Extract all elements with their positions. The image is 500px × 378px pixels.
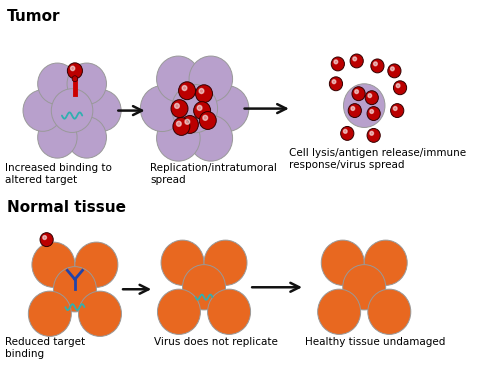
Circle shape	[388, 64, 401, 78]
Circle shape	[156, 115, 200, 161]
Circle shape	[32, 242, 75, 287]
Circle shape	[67, 117, 106, 158]
Circle shape	[394, 107, 397, 110]
Circle shape	[70, 66, 74, 71]
Circle shape	[332, 80, 336, 84]
Circle shape	[368, 289, 411, 335]
Text: Cell lysis/antigen release/immune
response/virus spread: Cell lysis/antigen release/immune respon…	[289, 148, 466, 170]
Circle shape	[351, 107, 354, 110]
Circle shape	[200, 112, 216, 129]
Circle shape	[365, 91, 378, 105]
Circle shape	[350, 54, 364, 68]
Circle shape	[340, 127, 354, 140]
Circle shape	[368, 94, 372, 98]
Circle shape	[182, 85, 187, 91]
Circle shape	[82, 90, 121, 131]
Circle shape	[52, 89, 93, 132]
Circle shape	[342, 265, 386, 310]
Circle shape	[140, 86, 184, 132]
Circle shape	[174, 104, 180, 108]
Circle shape	[199, 88, 204, 93]
Text: Increased binding to
altered target: Increased binding to altered target	[5, 163, 112, 185]
Circle shape	[371, 59, 384, 73]
Circle shape	[156, 56, 200, 102]
Text: Replication/intratumoral
spread: Replication/intratumoral spread	[150, 163, 277, 185]
Circle shape	[331, 57, 344, 71]
Circle shape	[206, 86, 249, 132]
Circle shape	[67, 63, 106, 105]
Circle shape	[171, 100, 188, 118]
Circle shape	[330, 77, 342, 91]
Circle shape	[172, 84, 218, 133]
Circle shape	[348, 104, 362, 118]
Circle shape	[23, 90, 62, 131]
Circle shape	[367, 129, 380, 143]
Circle shape	[189, 115, 232, 161]
Circle shape	[396, 84, 400, 88]
Circle shape	[318, 289, 360, 335]
Circle shape	[173, 118, 190, 135]
Circle shape	[182, 116, 198, 133]
Circle shape	[370, 110, 374, 113]
Circle shape	[353, 57, 356, 61]
Circle shape	[38, 63, 77, 105]
Circle shape	[38, 117, 77, 158]
Circle shape	[367, 107, 380, 121]
Text: Reduced target
binding: Reduced target binding	[5, 337, 86, 358]
Circle shape	[194, 102, 210, 119]
Circle shape	[204, 240, 247, 285]
Circle shape	[158, 289, 200, 335]
Circle shape	[203, 115, 207, 120]
Circle shape	[352, 87, 365, 101]
Circle shape	[189, 56, 232, 102]
Text: Normal tissue: Normal tissue	[7, 200, 126, 215]
Circle shape	[370, 132, 374, 135]
Circle shape	[178, 82, 196, 100]
Circle shape	[185, 119, 190, 124]
Circle shape	[68, 63, 82, 79]
Circle shape	[322, 240, 364, 285]
Circle shape	[196, 85, 212, 103]
Circle shape	[28, 291, 72, 336]
Circle shape	[208, 289, 250, 335]
Circle shape	[72, 76, 78, 82]
Circle shape	[161, 240, 204, 285]
Circle shape	[364, 240, 407, 285]
Circle shape	[344, 129, 347, 133]
Circle shape	[43, 235, 46, 240]
Circle shape	[374, 62, 378, 66]
Text: Healthy tissue undamaged: Healthy tissue undamaged	[305, 337, 445, 347]
Text: Tumor: Tumor	[7, 9, 60, 24]
Circle shape	[354, 90, 358, 94]
Circle shape	[197, 105, 202, 110]
Circle shape	[334, 60, 338, 64]
Circle shape	[54, 266, 96, 312]
Circle shape	[394, 81, 406, 95]
Circle shape	[40, 233, 53, 246]
Circle shape	[75, 242, 118, 287]
Circle shape	[344, 84, 385, 127]
Circle shape	[390, 67, 394, 71]
Text: Virus does not replicate: Virus does not replicate	[154, 337, 278, 347]
Circle shape	[390, 104, 404, 118]
Circle shape	[176, 121, 181, 126]
Circle shape	[78, 291, 122, 336]
Circle shape	[182, 265, 226, 310]
